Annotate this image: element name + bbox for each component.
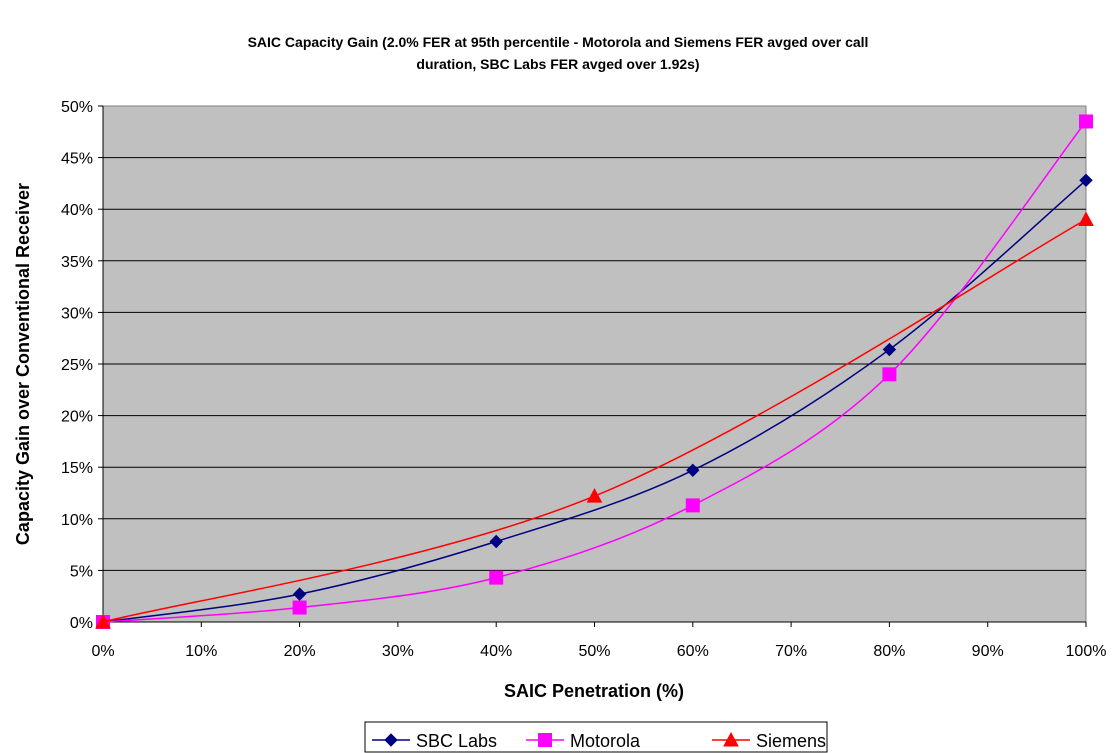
series-line-motorola [102, 121, 1087, 623]
data-point-motorola [1079, 114, 1093, 129]
y-axis-label: Capacity Gain over Conventional Receiver [13, 183, 33, 545]
legend-marker [384, 733, 398, 747]
legend-marker [723, 731, 739, 747]
series-siemens [95, 211, 1094, 629]
data-point-sbc-labs [686, 463, 700, 478]
data-point-motorola [292, 600, 307, 615]
x-tick-label: 60% [677, 643, 709, 660]
data-point-siemens [1078, 211, 1094, 227]
data-point-sbc-labs [489, 534, 503, 549]
data-point-sbc-labs [292, 587, 307, 601]
y-tick-label: 50% [61, 99, 93, 116]
y-tick-label: 5% [70, 563, 93, 580]
y-tick-label: 35% [61, 254, 93, 271]
series-motorola [96, 114, 1093, 629]
x-tick-label: 70% [775, 643, 807, 660]
legend: SBC Labs Motorola Siemens [364, 721, 828, 753]
data-point-siemens [586, 488, 603, 503]
legend-label: Motorola [570, 731, 641, 751]
legend-item-motorola: Motorola [526, 731, 641, 751]
x-tick-label: 90% [972, 643, 1004, 660]
legend-marker [538, 733, 552, 747]
y-tick-label: 0% [70, 615, 93, 632]
y-tick-label: 25% [61, 357, 93, 374]
x-tick-label: 80% [873, 643, 905, 660]
data-point-motorola [489, 570, 504, 585]
y-tick-label: 30% [61, 305, 93, 322]
x-tick-label: 100% [1066, 643, 1107, 660]
x-tick-label: 40% [480, 643, 512, 660]
legend-label: Siemens [756, 731, 826, 751]
x-axis-label: SAIC Penetration (%) [504, 681, 684, 701]
data-point-motorola [882, 367, 897, 382]
legend-item-siemens: Siemens [712, 731, 826, 751]
x-tick-label: 20% [284, 643, 316, 660]
data-point-sbc-labs [882, 342, 897, 357]
x-axis-ticks: 0% 10% 20% 30% 40% 50% 60% 70% 80% 90% 100% [91, 621, 1107, 660]
chart-title-line-2: duration, SBC Labs FER avged over 1.92s) [416, 56, 699, 72]
legend-box [364, 721, 828, 753]
x-tick-label: 30% [382, 643, 414, 660]
y-tick-label: 10% [61, 512, 93, 529]
y-tick-label: 15% [61, 460, 93, 477]
data-point-sbc-labs [1079, 173, 1093, 188]
x-tick-label: 50% [578, 643, 610, 660]
y-tick-label: 20% [61, 409, 93, 426]
series-line-sbc-labs [102, 179, 1087, 623]
legend-item-sbc-labs: SBC Labs [372, 731, 497, 751]
chart-title-line-1: SAIC Capacity Gain (2.0% FER at 95th per… [248, 34, 869, 50]
data-point-motorola [685, 498, 700, 513]
grid-lines [103, 157, 1086, 571]
x-tick-label: 0% [91, 643, 114, 660]
y-tick-label: 40% [61, 202, 93, 219]
y-tick-label: 45% [61, 151, 93, 168]
legend-label: SBC Labs [416, 731, 497, 751]
data-point-siemens [95, 613, 111, 629]
series-layer [95, 114, 1094, 629]
y-axis-ticks: 0% 5% 10% 15% 20% 25% 30% 35% 40% 45% 50% [61, 99, 104, 632]
x-tick-label: 10% [185, 643, 217, 660]
